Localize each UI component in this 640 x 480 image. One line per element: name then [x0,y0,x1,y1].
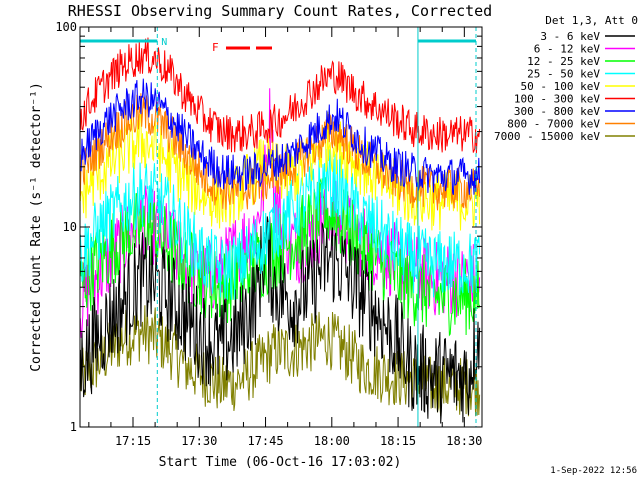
legend-title: Det 1,3, Att 0 [545,14,638,27]
series-line-3 [79,177,481,337]
y-tick-label: 10 [63,220,77,234]
x-tick-label: 18:00 [314,434,350,448]
x-tick-label: 17:30 [181,434,217,448]
flare-label: F [212,41,219,54]
x-axis: 17:15 17:30 17:45 18:00 18:15 18:30 [88,27,482,448]
series-line-8 [79,93,481,211]
x-tick-label: 17:15 [115,434,151,448]
legend-entry-label: 3 - 6 keV [540,30,600,43]
chart-title: RHESSI Observing Summary Count Rates, Co… [68,2,492,20]
legend-entry-label: 300 - 800 keV [514,105,600,118]
legend-entry-label: 6 - 12 keV [534,43,601,56]
y-tick-label: 1 [70,420,77,434]
series-line-9 [79,305,481,417]
legend-entry-label: 100 - 300 keV [514,93,600,106]
series-layer [79,37,481,424]
x-tick-label: 17:45 [247,434,283,448]
legend-entry-label: 7000 - 15000 keV [494,130,600,143]
x-tick-label: 18:30 [446,434,482,448]
x-axis-label: Start Time (06-Oct-16 17:03:02) [159,455,402,470]
y-tick-label: 100 [55,20,77,34]
series-line-1 [79,216,481,424]
y-axis-label: Corrected Count Rate (s⁻¹ detector⁻¹) [29,82,44,372]
night-label: N [161,37,167,48]
legend-entry-label: 25 - 50 keV [527,68,600,81]
legend-entry-label: 50 - 100 keV [521,80,601,93]
x-tick-label: 18:15 [380,434,416,448]
legend-entry-label: 12 - 25 keV [527,55,600,68]
timestamp: 1-Sep-2022 12:56 [550,466,637,476]
legend-entry-label: 800 - 7000 keV [507,118,600,131]
series-line-6 [79,37,481,154]
series-line-7 [80,78,481,196]
y-axis: 1 10 100 [55,20,482,434]
series-line-4 [79,148,481,300]
